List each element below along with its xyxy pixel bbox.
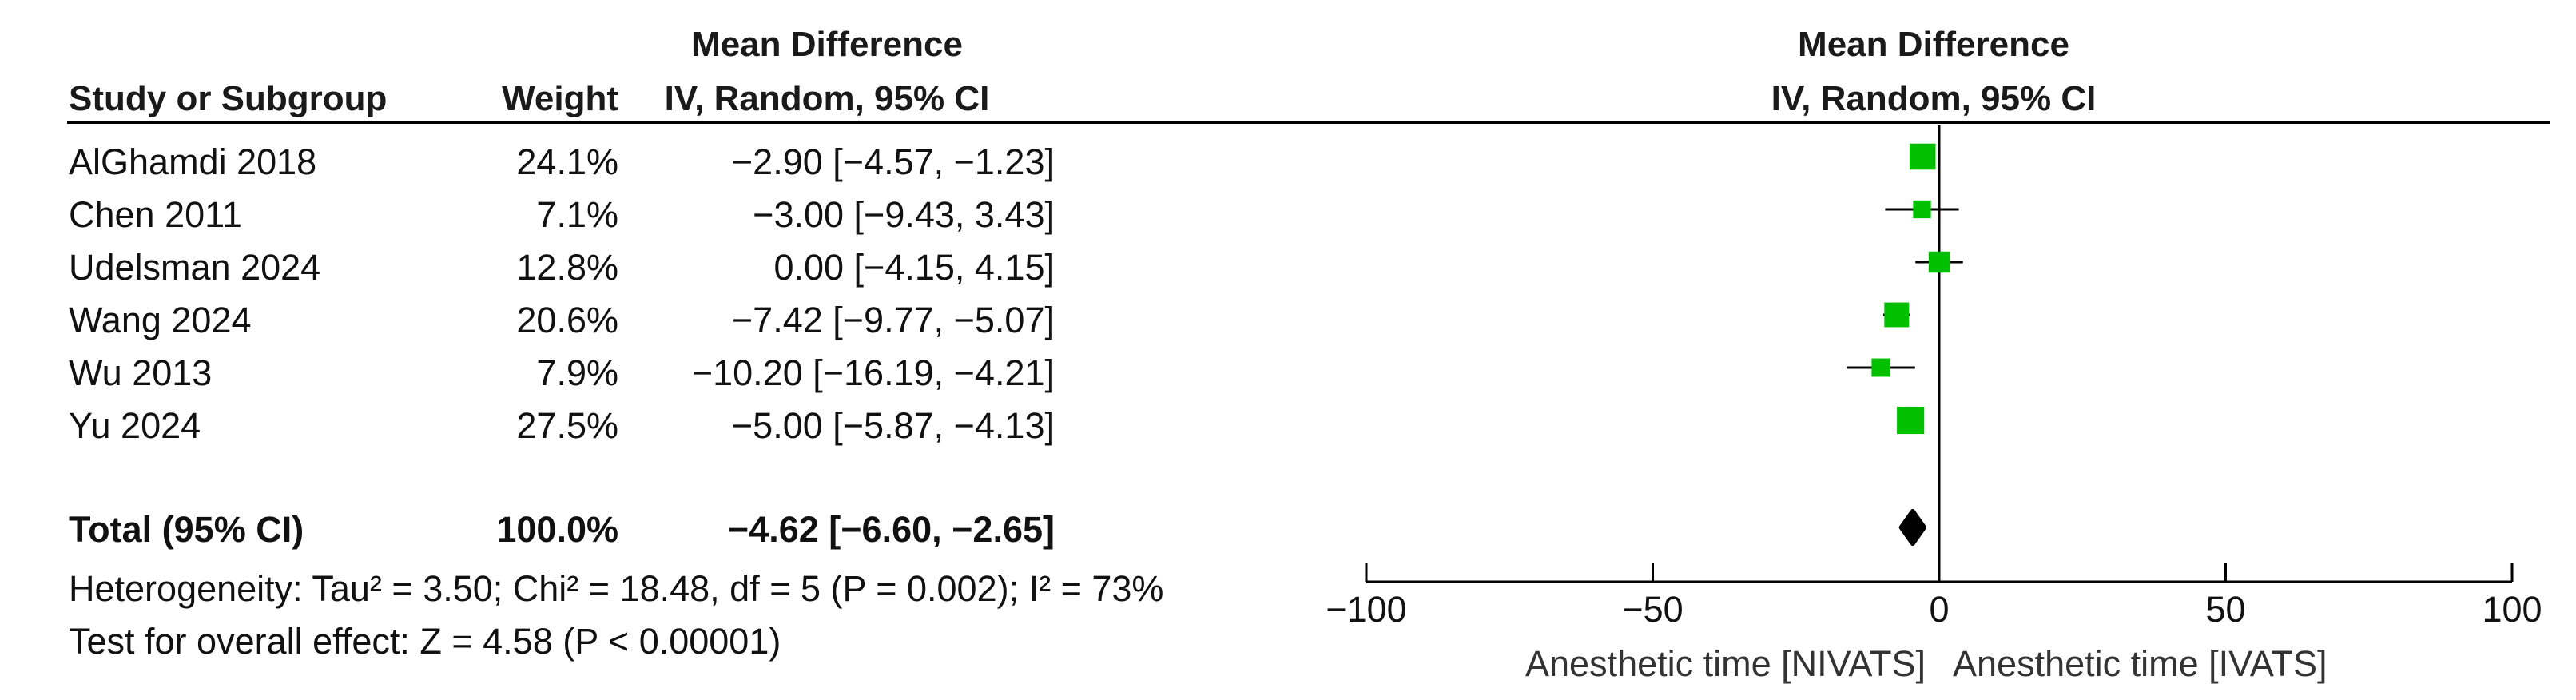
study-effect: −7.42 [−9.77, −5.07]	[731, 300, 1055, 340]
x-tick-label: −50	[1622, 589, 1683, 630]
study-name: Wang 2024	[69, 300, 252, 340]
study-column-header: Study or Subgroup	[69, 79, 388, 118]
study-effect: −5.00 [−5.87, −4.13]	[731, 405, 1055, 446]
study-point-marker	[1928, 251, 1950, 273]
study-point-marker	[1884, 302, 1910, 328]
total-label: Total (95% CI)	[69, 509, 304, 550]
effect-group-header: Mean Difference	[691, 25, 963, 64]
study-effect: 0.00 [−4.15, 4.15]	[773, 247, 1055, 288]
study-effect: −2.90 [−4.57, −1.23]	[731, 141, 1055, 182]
x-tick-label: 0	[1929, 589, 1949, 630]
header-rule	[67, 121, 2550, 124]
plot-header-line2: IV, Random, 95% CI	[1771, 79, 2097, 118]
study-weight: 12.8%	[516, 247, 618, 288]
x-tick-label: −100	[1326, 589, 1406, 630]
study-point-marker	[1909, 143, 1936, 170]
study-effect: −10.20 [−16.19, −4.21]	[691, 352, 1055, 393]
study-point-marker	[1913, 200, 1931, 219]
total-weight: 100.0%	[496, 509, 618, 550]
study-name: AlGhamdi 2018	[69, 141, 317, 182]
weight-column-header: Weight	[502, 79, 618, 118]
study-name: Udelsman 2024	[69, 247, 321, 288]
study-weight: 27.5%	[516, 405, 618, 446]
x-tick-label: 100	[2482, 589, 2542, 630]
x-tick-label: 50	[2205, 589, 2245, 630]
overall-effect-text: Test for overall effect: Z = 4.58 (P < 0…	[69, 621, 781, 662]
study-name: Wu 2013	[69, 352, 213, 393]
study-weight: 20.6%	[516, 300, 618, 340]
study-weight: 7.1%	[536, 194, 618, 235]
study-weight: 7.9%	[536, 352, 618, 393]
pooled-effect-diamond	[1898, 509, 1926, 546]
heterogeneity-text: Heterogeneity: Tau² = 3.50; Chi² = 18.48…	[69, 568, 1164, 609]
favours-right-label: Anesthetic time [IVATS]	[1953, 643, 2328, 684]
study-point-marker	[1897, 406, 1925, 435]
total-effect: −4.62 [−6.60, −2.65]	[727, 509, 1055, 550]
study-point-marker	[1871, 358, 1890, 377]
effect-column-header: IV, Random, 95% CI	[664, 79, 990, 118]
plot-header-line1: Mean Difference	[1798, 25, 2069, 64]
study-weight: 24.1%	[516, 141, 618, 182]
study-name: Yu 2024	[69, 405, 201, 446]
favours-left-label: Anesthetic time [NIVATS]	[1525, 643, 1926, 684]
study-name: Chen 2011	[69, 194, 242, 235]
study-effect: −3.00 [−9.43, 3.43]	[753, 194, 1055, 235]
